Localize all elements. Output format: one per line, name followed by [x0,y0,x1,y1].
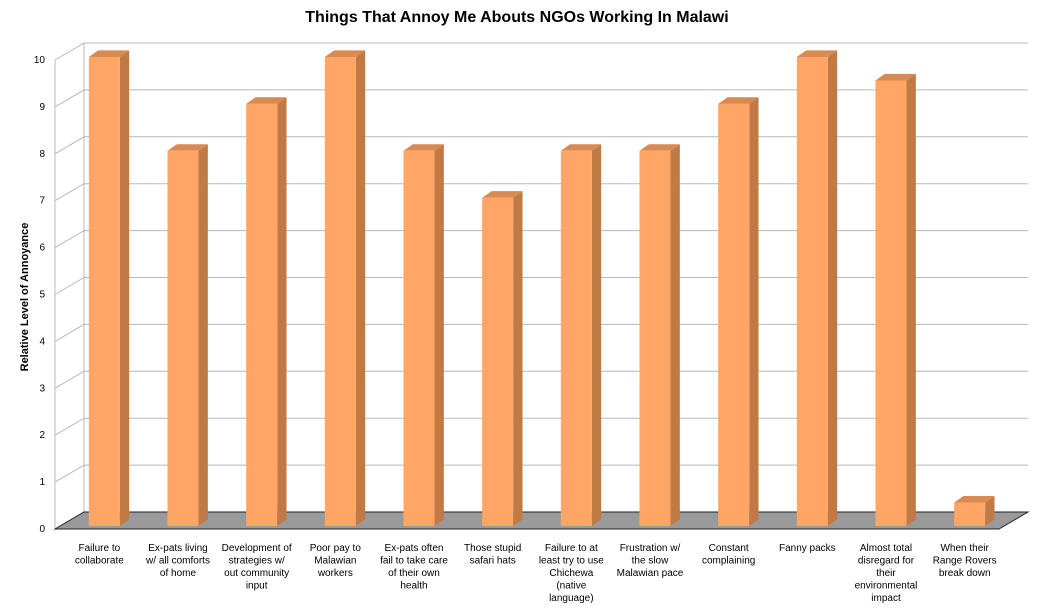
y-tick-label: 1 [39,477,45,488]
bar-side [906,73,916,526]
x-category-label: Constant complaining [702,543,755,567]
chart-title: Things That Annoy Me Abouts NGOs Working… [305,9,728,26]
bar-front [718,103,750,527]
bar-top [796,50,838,57]
y-axis-ticks: 0 1 2 3 4 5 6 7 8 9 10 [34,55,46,535]
x-category-label: Those stupid safari hats [464,543,521,567]
bar-side [670,144,680,526]
bar-side [591,144,602,526]
bar [246,97,287,527]
bar-front [875,80,907,526]
gridline [54,42,1028,61]
bar-side [119,50,130,527]
x-category-label: Failure to at least try to use Chichewa (na… [539,543,604,604]
bar-front [796,57,828,526]
x-category-label: Ex-pats often fail to take care of their o… [380,543,448,592]
bar-side [198,144,208,526]
bar [403,144,444,527]
y-tick-label: 3 [39,383,45,394]
bar-side [985,495,995,526]
x-category-label: Failure to collaborate [75,543,124,567]
bar [482,191,523,526]
bar [954,495,995,526]
bar [718,97,759,527]
bar-front [246,103,278,527]
bar-top [875,73,916,81]
bar-top [560,144,602,151]
bars [88,50,995,527]
y-tick-label: 6 [39,243,45,254]
bar-front [88,57,120,526]
bar-side [434,144,444,526]
x-axis-categories: Failure to collaborate Ex-pats living w/ al… [75,543,997,604]
bar [167,144,208,527]
bar [796,50,838,527]
bar-side [749,97,759,527]
gridlines [54,42,1028,530]
bar-front [482,197,514,526]
bar [324,50,366,527]
bar [639,144,680,527]
bar-side [355,50,366,527]
y-tick-label: 8 [39,149,45,160]
y-tick-label: 5 [39,290,45,301]
bar-front [954,502,986,526]
x-category-label: Ex-pats living w/ all comforts of home [145,543,210,579]
bar-side [277,97,287,527]
chart-floor-plane [53,511,1030,530]
x-category-label: When their Range Rovers break down [933,543,997,579]
y-tick-label: 0 [39,524,45,535]
bar-front [403,150,435,527]
x-category-label: Development of strategies w/out community… [222,543,292,592]
bar-top [639,144,680,151]
x-category-label: Frustration w/the slow Malawian pace [617,543,684,579]
y-tick-label: 10 [34,55,46,66]
y-tick-label: 7 [39,196,45,207]
bar-side [827,50,838,527]
y-tick-label: 2 [39,430,45,441]
bar-front [324,57,356,526]
x-category-label: Fanny packs [779,543,836,554]
chart-floor [53,511,1030,530]
bar-top [88,50,130,57]
bar-side [513,191,523,526]
y-tick-label: 4 [39,336,45,347]
y-axis-label: Relative Level of Annoyance [19,223,31,372]
bar-top [482,191,523,198]
bar-front [560,150,592,527]
bar [88,50,130,527]
bar-top [246,97,287,104]
bar-top [718,97,759,104]
bar-front [639,150,671,527]
bar [560,144,602,527]
bar [875,73,916,526]
bar-top [403,144,444,151]
x-category-label: Almost total disregard for their environmen… [855,543,918,604]
y-tick-label: 9 [39,102,45,113]
x-category-label: Poor pay to Malawian workers [310,543,362,579]
bar-top [954,495,995,503]
bar-front [167,150,199,527]
bar-top [167,144,208,151]
bar-top [324,50,366,57]
